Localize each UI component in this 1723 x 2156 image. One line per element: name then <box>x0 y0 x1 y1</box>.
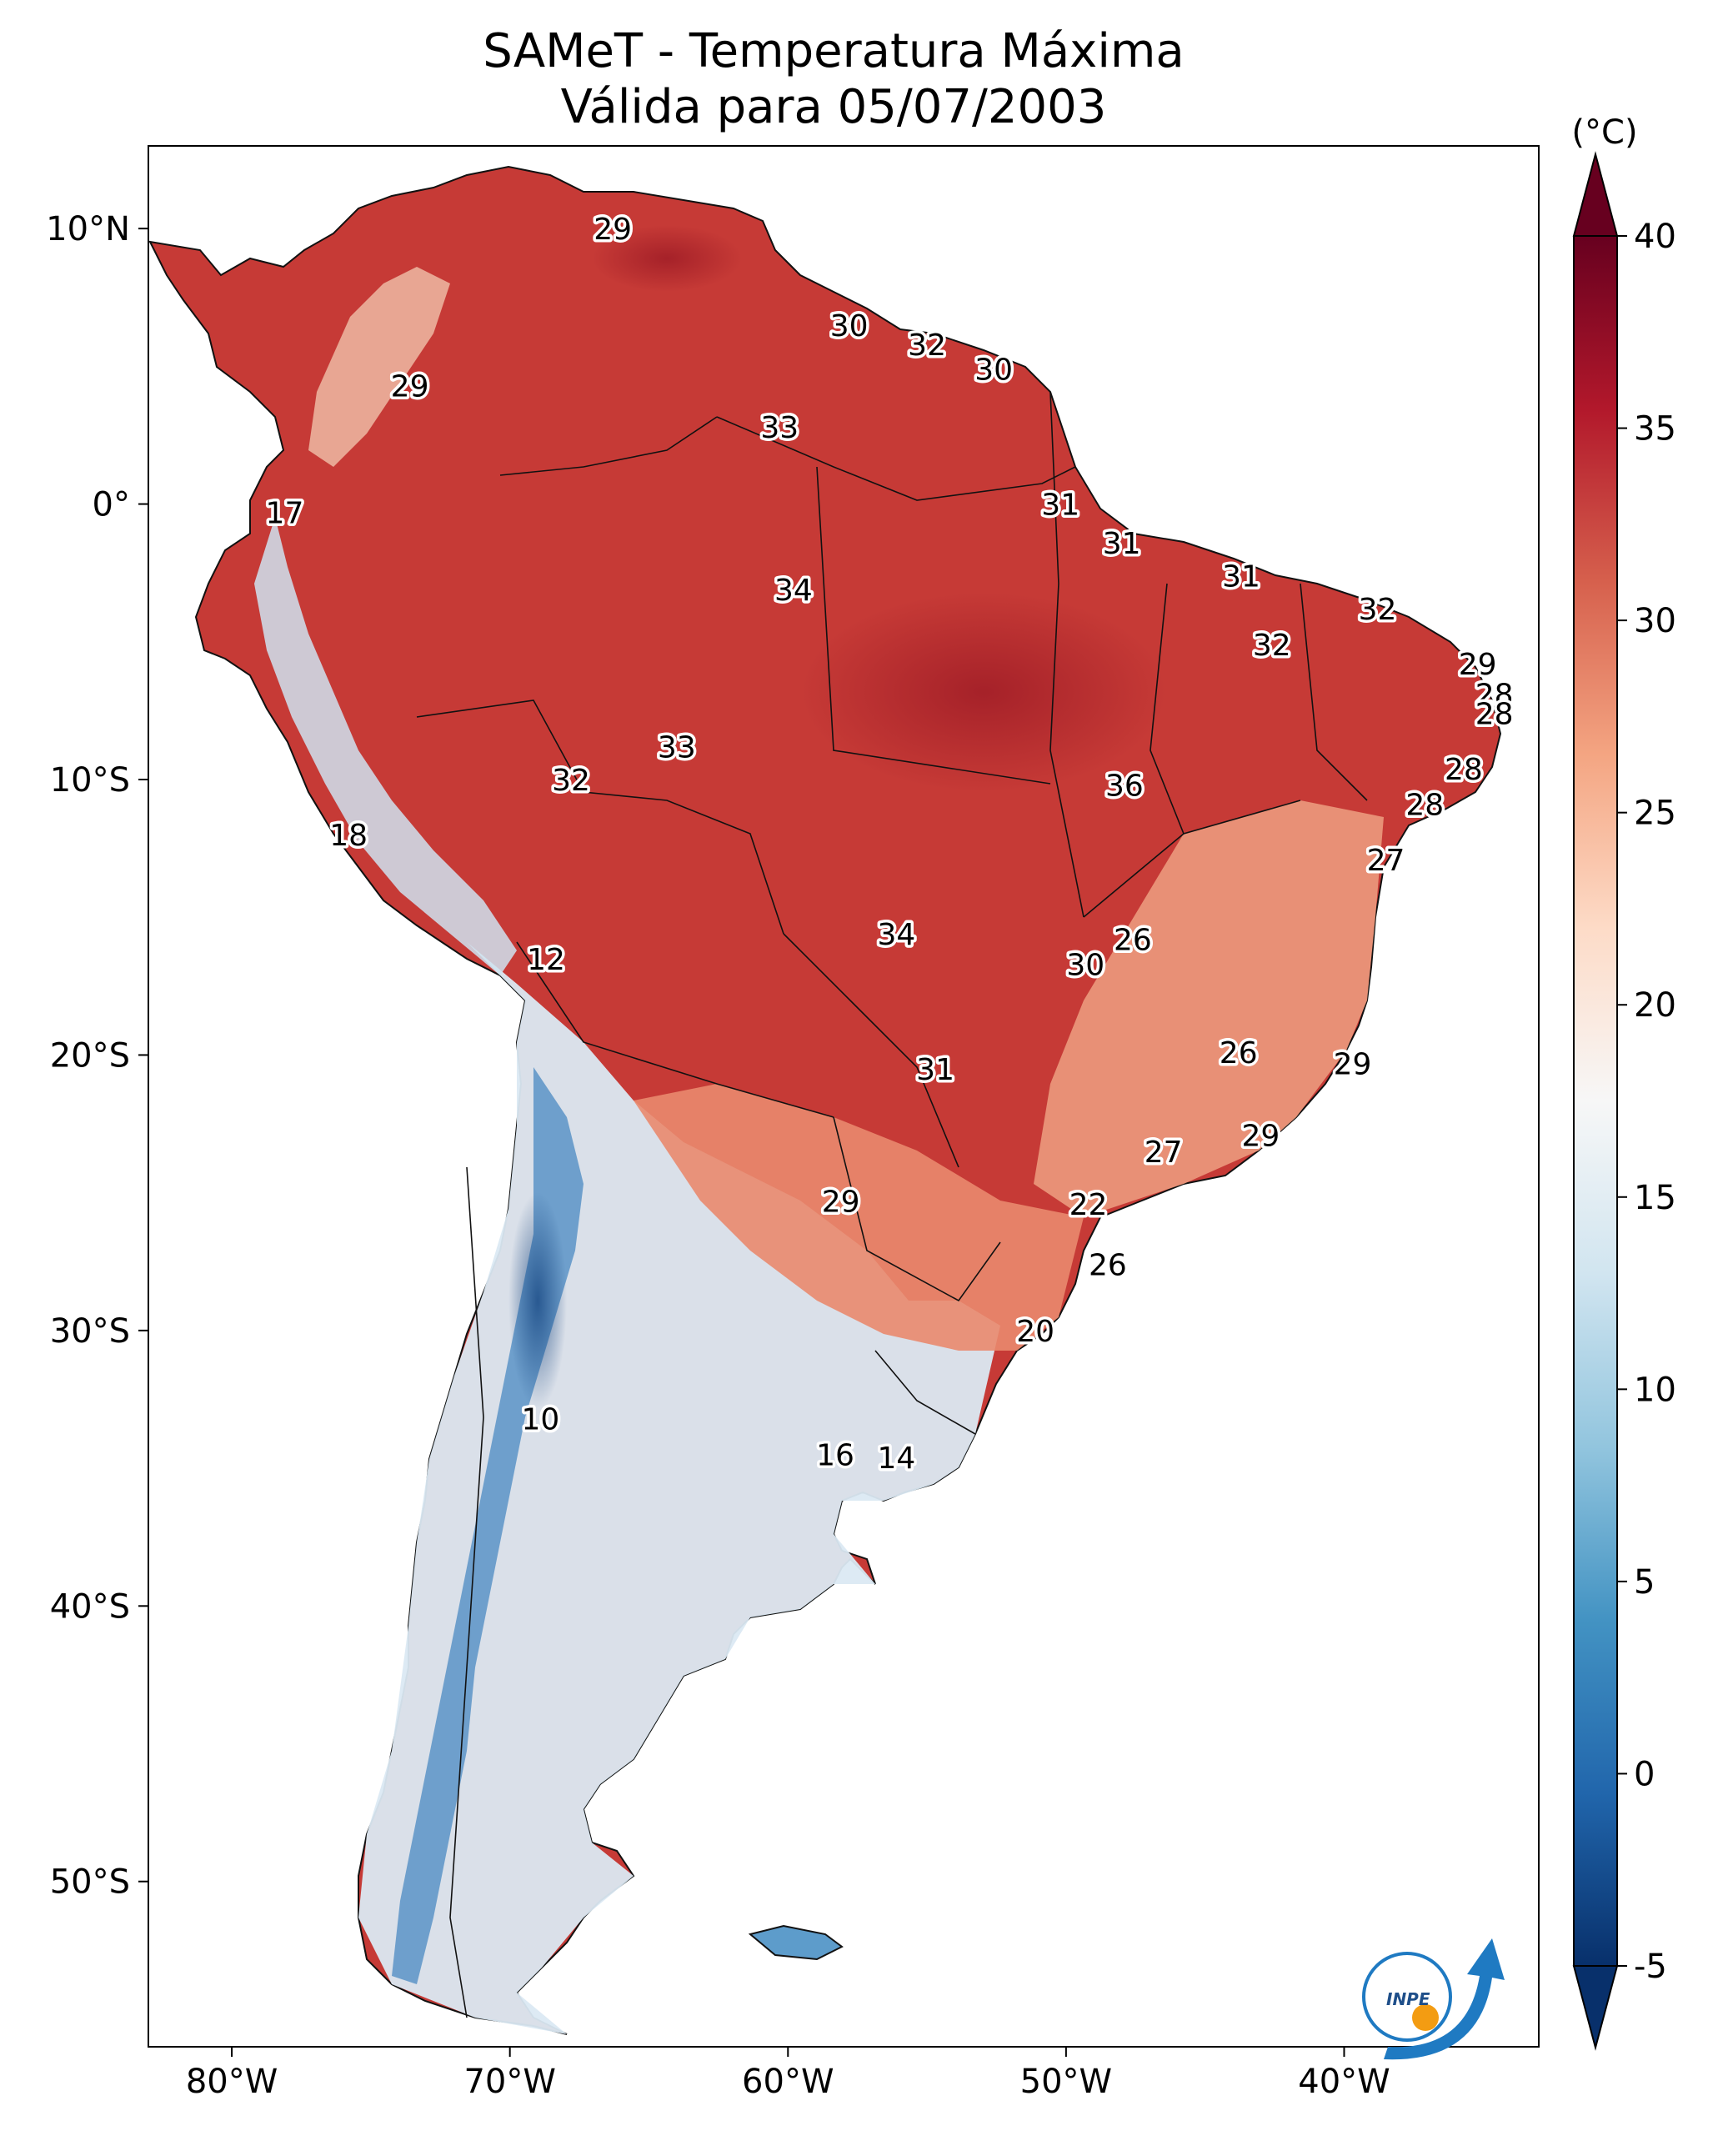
map-title: SAMeT - Temperatura Máxima <box>483 24 1185 78</box>
temperature-label: 28 <box>1445 753 1483 787</box>
temperature-label: 20 <box>1016 1315 1054 1349</box>
logo-orange-dot-icon <box>1412 2004 1439 2031</box>
temperature-label: 31 <box>1041 489 1079 523</box>
colorbar-tick-label: 15 <box>1634 1179 1676 1217</box>
temperature-label: 26 <box>1220 1036 1258 1070</box>
map-panel <box>148 146 1539 2047</box>
y-tick-label: 10°S <box>50 761 130 800</box>
colorbar-tick-label: 0 <box>1634 1755 1655 1793</box>
colorbar-tick-label: 20 <box>1634 986 1676 1025</box>
temperature-label: 28 <box>1475 679 1514 713</box>
map-subtitle: Válida para 05/07/2003 <box>561 80 1107 134</box>
temperature-label: 33 <box>658 730 696 765</box>
colorbar-unit-label: (°C) <box>1571 113 1637 152</box>
y-tick-label: 10°N <box>46 210 130 248</box>
temperature-label: 32 <box>908 328 946 363</box>
temperature-label: 34 <box>774 574 813 608</box>
temperature-label: 16 <box>816 1439 854 1473</box>
temperature-label: 30 <box>974 353 1013 388</box>
x-tick-label: 60°W <box>742 2063 834 2101</box>
temperature-label: 29 <box>1241 1119 1280 1153</box>
y-tick-label: 30°S <box>50 1312 130 1351</box>
latitude-axis: 10°N 0° 10°S 20°S 30°S 40°S 50°S <box>46 210 148 1902</box>
y-tick-label: 20°S <box>50 1036 130 1075</box>
y-tick-label: 50°S <box>50 1863 130 1902</box>
andes-north-cool-strip <box>254 517 517 975</box>
temperature-label: 31 <box>1222 559 1260 594</box>
temperature-label: 10 <box>521 1403 559 1437</box>
logo-arrow-icon <box>1384 1938 1505 2060</box>
temperature-label: 27 <box>1367 844 1405 878</box>
temperature-label: 26 <box>1114 924 1152 958</box>
venezuela-hot-core <box>592 225 742 292</box>
temperature-label: 22 <box>1069 1188 1108 1222</box>
brazil-southeast-region <box>1034 800 1384 1217</box>
x-tick-label: 50°W <box>1020 2063 1112 2101</box>
temperature-label: 17 <box>266 496 304 530</box>
temperature-label: 29 <box>594 213 632 247</box>
colorbar: (°C) -5 0 5 10 15 20 25 30 35 40 <box>1571 113 1676 2051</box>
temperature-label: 30 <box>1066 948 1104 982</box>
temperature-label: 32 <box>1359 593 1397 627</box>
temperature-label: 29 <box>1334 1047 1372 1081</box>
falkland-islands <box>748 1924 844 1961</box>
colorbar-tick-label: 25 <box>1634 795 1676 833</box>
temperature-label: 30 <box>830 309 869 343</box>
andes-coldest-core <box>508 1192 567 1409</box>
temperature-label: 28 <box>1405 789 1444 823</box>
colorbar-ticks: -5 0 5 10 15 20 25 30 35 40 <box>1617 218 1676 1986</box>
x-tick-label: 80°W <box>186 2063 278 2101</box>
central-hot-core <box>800 592 1167 792</box>
y-tick-label: 40°S <box>50 1587 130 1626</box>
colorbar-tick-label: 40 <box>1634 218 1676 256</box>
temperature-label: 32 <box>1253 629 1291 663</box>
temperature-label: 31 <box>916 1053 954 1087</box>
temperature-label: 28 <box>1475 698 1514 732</box>
temperature-label: 31 <box>1103 527 1141 561</box>
longitude-axis: 80°W 70°W 60°W 50°W 40°W <box>186 2047 1390 2101</box>
colorbar-tick-label: 35 <box>1634 410 1676 449</box>
map-frame <box>148 145 1540 2048</box>
inpe-logo: INPE <box>1362 1938 1505 2060</box>
y-tick-label: 0° <box>93 486 130 524</box>
x-tick-label: 70°W <box>463 2063 555 2101</box>
temperature-label: 12 <box>527 943 565 977</box>
logo-text: INPE <box>1386 1989 1430 2009</box>
colorbar-top-extension <box>1572 151 1619 237</box>
temperature-label: 27 <box>1144 1136 1183 1170</box>
colorbar-tick-label: 10 <box>1634 1371 1676 1409</box>
temperature-label: 33 <box>760 411 799 445</box>
colorbar-bottom-extension <box>1572 1965 1619 2051</box>
temperature-label: 18 <box>329 819 368 853</box>
logo-swirl-icon <box>1362 1952 1452 2042</box>
colorbar-body <box>1573 235 1618 1967</box>
colombia-highlands <box>308 267 450 467</box>
southern-cool-region <box>358 942 1000 2034</box>
colorbar-tick-label: -5 <box>1634 1948 1667 1986</box>
country-borders <box>416 391 1368 2018</box>
temperature-label: 29 <box>1459 648 1497 682</box>
temperature-label: 14 <box>877 1442 915 1476</box>
temperature-label: 29 <box>391 369 429 404</box>
colorbar-tick-label: 5 <box>1634 1563 1655 1602</box>
temperature-label: 36 <box>1105 770 1144 804</box>
temperature-label: 26 <box>1089 1249 1127 1283</box>
temperature-label: 32 <box>552 764 590 798</box>
x-tick-label: 40°W <box>1298 2063 1390 2101</box>
colorbar-tick-label: 30 <box>1634 602 1676 640</box>
temperature-label: 29 <box>822 1186 860 1220</box>
temperature-label: 34 <box>877 918 915 952</box>
